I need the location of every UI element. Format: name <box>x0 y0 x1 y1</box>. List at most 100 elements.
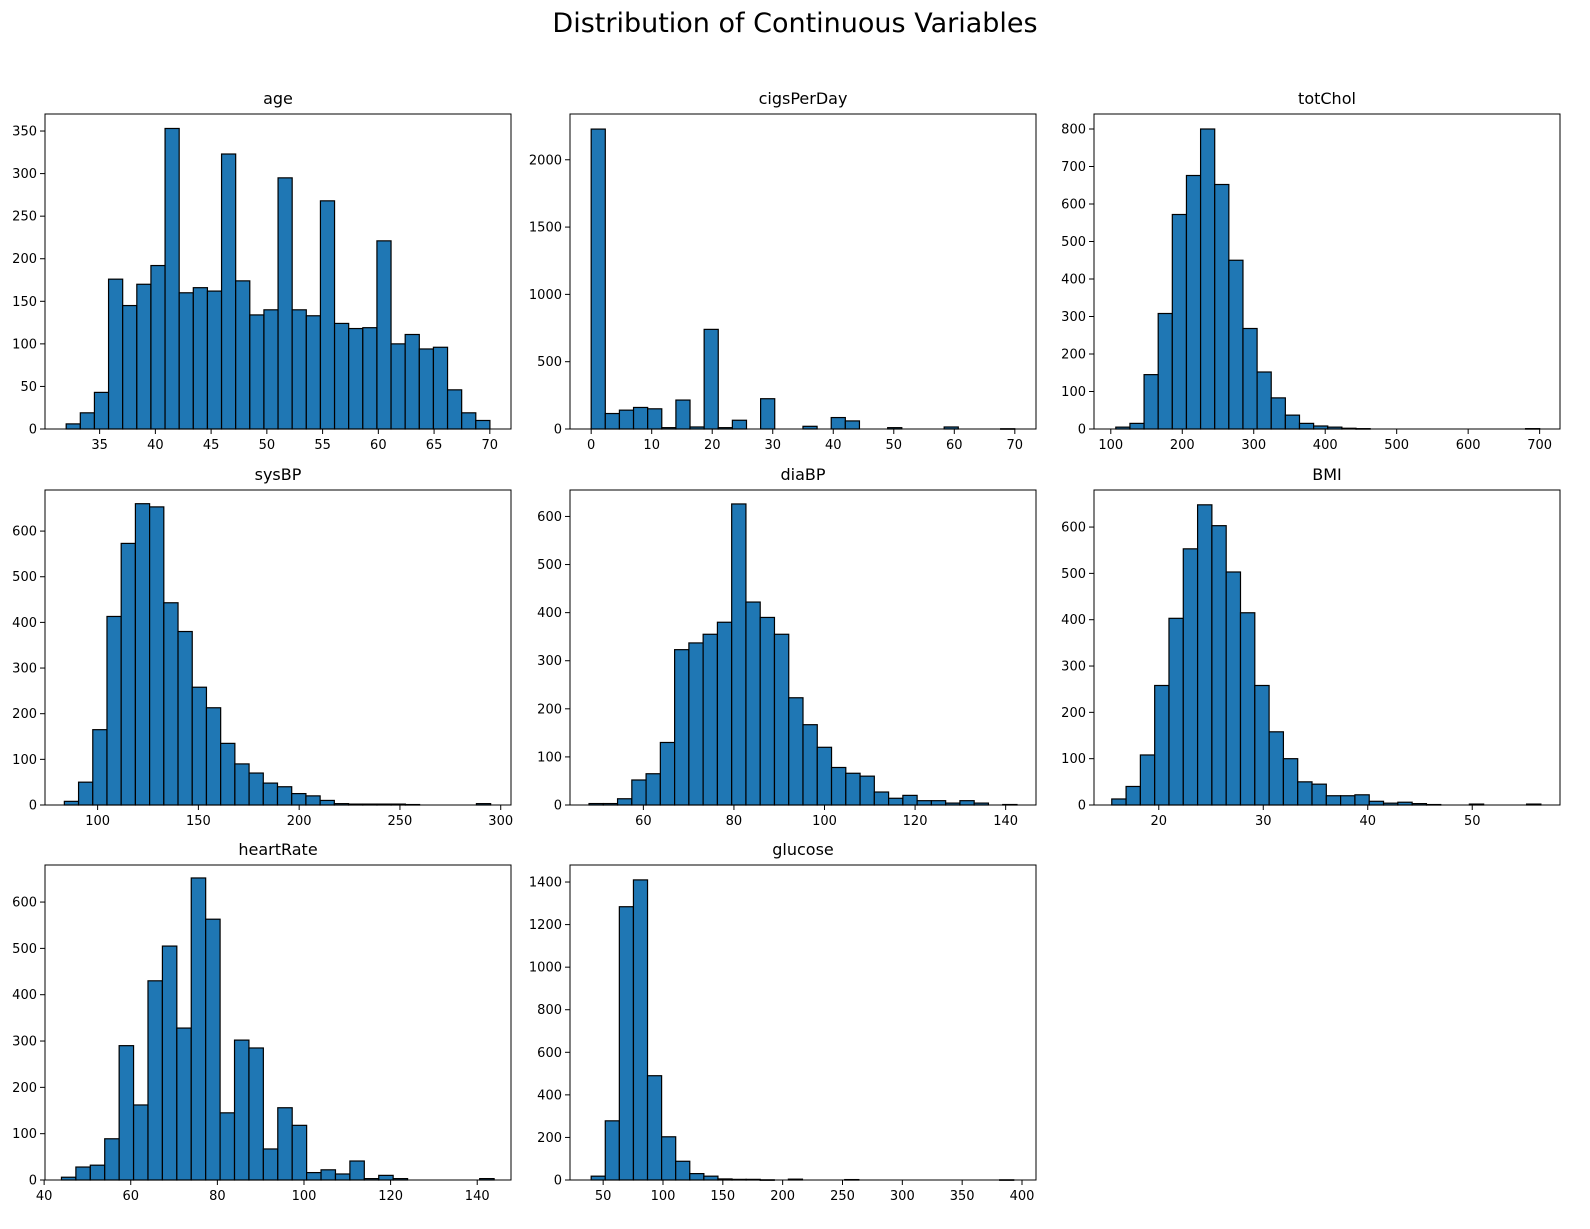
x-tick-label: 70 <box>1007 438 1024 453</box>
histogram-bar <box>703 328 719 430</box>
axes-frame <box>44 489 512 806</box>
panel-title: glucose <box>772 840 834 859</box>
x-tick-label: 40 <box>147 438 164 453</box>
histogram-bar <box>760 398 776 430</box>
histogram-bar <box>233 1039 250 1181</box>
y-tick-label: 200 <box>537 702 562 717</box>
y-tick-label: 600 <box>537 510 562 525</box>
x-tick-label: 40 <box>36 1189 53 1204</box>
histogram-bar <box>959 800 975 806</box>
histogram-bar <box>1354 794 1370 806</box>
y-tick-label: 2000 <box>529 153 562 168</box>
histogram-bar <box>590 1175 606 1181</box>
histogram-bar <box>147 980 164 1181</box>
histogram-bar <box>190 877 207 1181</box>
histogram-bar <box>334 1173 351 1181</box>
histogram-bar <box>249 314 265 430</box>
histogram-bar <box>1185 174 1202 430</box>
histogram-bar <box>703 1175 719 1181</box>
histogram-bar <box>1228 259 1244 430</box>
histogram-bar <box>65 423 81 430</box>
histogram-bar <box>716 621 733 806</box>
x-tick-label: 40 <box>825 438 842 453</box>
histogram-bar <box>89 1164 106 1181</box>
y-tick-label: 1400 <box>529 876 562 891</box>
x-tick-label: 65 <box>426 438 443 453</box>
histogram-bar <box>788 697 804 806</box>
x-tick-label: 250 <box>830 1189 855 1204</box>
histogram-bar <box>873 791 890 806</box>
histogram-bar <box>1282 758 1299 806</box>
x-tick-label: 200 <box>1170 438 1195 453</box>
panel-title: cigsPerDay <box>759 89 848 108</box>
panel-title: heartRate <box>238 840 317 859</box>
histogram-bar <box>1368 800 1385 806</box>
histogram-bar <box>1297 781 1313 806</box>
histogram-bar <box>248 1047 264 1181</box>
y-tick-label: 700 <box>1061 160 1086 175</box>
histogram-bar <box>120 542 137 806</box>
y-tick-label: 500 <box>1061 235 1086 250</box>
histogram-bar <box>1298 422 1315 430</box>
histogram-bar <box>1157 312 1173 430</box>
y-tick-label: 100 <box>1061 385 1086 400</box>
x-tick-label: 0 <box>587 438 595 453</box>
histogram-bar <box>604 412 621 430</box>
y-tick-label: 150 <box>12 295 37 310</box>
histogram-bar <box>291 309 307 430</box>
histogram-bar <box>688 642 704 806</box>
histogram-bar <box>235 280 251 430</box>
x-tick-label: 100 <box>292 1189 317 1204</box>
y-tick-label: 1200 <box>529 918 562 933</box>
y-tick-label: 400 <box>537 606 562 621</box>
histogram-panel-diaBP: diaBP 60 80 100 120 140 0 100 200 300 400 500 600 <box>537 465 1037 829</box>
panel-title: totChol <box>1298 89 1356 108</box>
histogram-bar <box>1270 397 1286 430</box>
histogram-bar <box>930 800 947 806</box>
y-tick-label: 300 <box>12 167 37 182</box>
x-tick-label: 35 <box>91 438 108 453</box>
x-tick-label: 55 <box>314 438 331 453</box>
histogram-bar <box>1284 414 1301 430</box>
x-tick-label: 80 <box>209 1189 226 1204</box>
y-tick-label: 200 <box>12 252 37 267</box>
y-tick-label: 400 <box>1061 273 1086 288</box>
y-tick-label: 800 <box>537 1003 562 1018</box>
histogram-panel-sysBP: sysBP 100 150 200 250 300 0 100 200 300 400 500 600 <box>12 465 513 829</box>
x-tick-label: 500 <box>1384 438 1409 453</box>
histogram-bar <box>604 1120 620 1181</box>
y-tick-label: 200 <box>537 1131 562 1146</box>
histogram-bar <box>248 772 264 806</box>
x-tick-label: 30 <box>1255 814 1272 829</box>
x-tick-label: 60 <box>370 438 387 453</box>
y-tick-label: 350 <box>12 125 37 140</box>
histogram-bar <box>1125 785 1141 806</box>
histogram-bar <box>859 775 875 806</box>
histogram-bar <box>106 615 122 806</box>
histogram-bar <box>461 412 477 430</box>
histogram-bar <box>830 416 846 430</box>
histogram-bar <box>618 906 635 1181</box>
histogram-bar <box>348 327 364 430</box>
x-tick-label: 100 <box>1098 438 1123 453</box>
y-tick-label: 600 <box>12 525 37 540</box>
histogram-bar <box>1325 795 1342 806</box>
histogram-bar <box>305 795 321 806</box>
histogram-panel-age: age 35 40 45 50 55 60 65 70 0 50 100 150 200 250 300 350 <box>12 89 512 453</box>
y-tick-label: 200 <box>12 707 37 722</box>
histogram-bar <box>731 419 748 430</box>
x-tick-label: 30 <box>764 438 781 453</box>
histogram-bar <box>206 290 223 430</box>
histogram-bar <box>632 879 649 1181</box>
histogram-bar <box>118 1045 135 1181</box>
x-tick-label: 200 <box>287 814 312 829</box>
axes-frame <box>44 113 512 430</box>
histogram-bar <box>107 278 124 430</box>
histogram-bar <box>163 602 179 806</box>
histogram-bar <box>63 800 80 806</box>
histogram-bar <box>702 633 719 806</box>
y-tick-label: 100 <box>1061 752 1086 767</box>
y-tick-label: 500 <box>537 558 562 573</box>
histogram-bar <box>176 1027 192 1181</box>
